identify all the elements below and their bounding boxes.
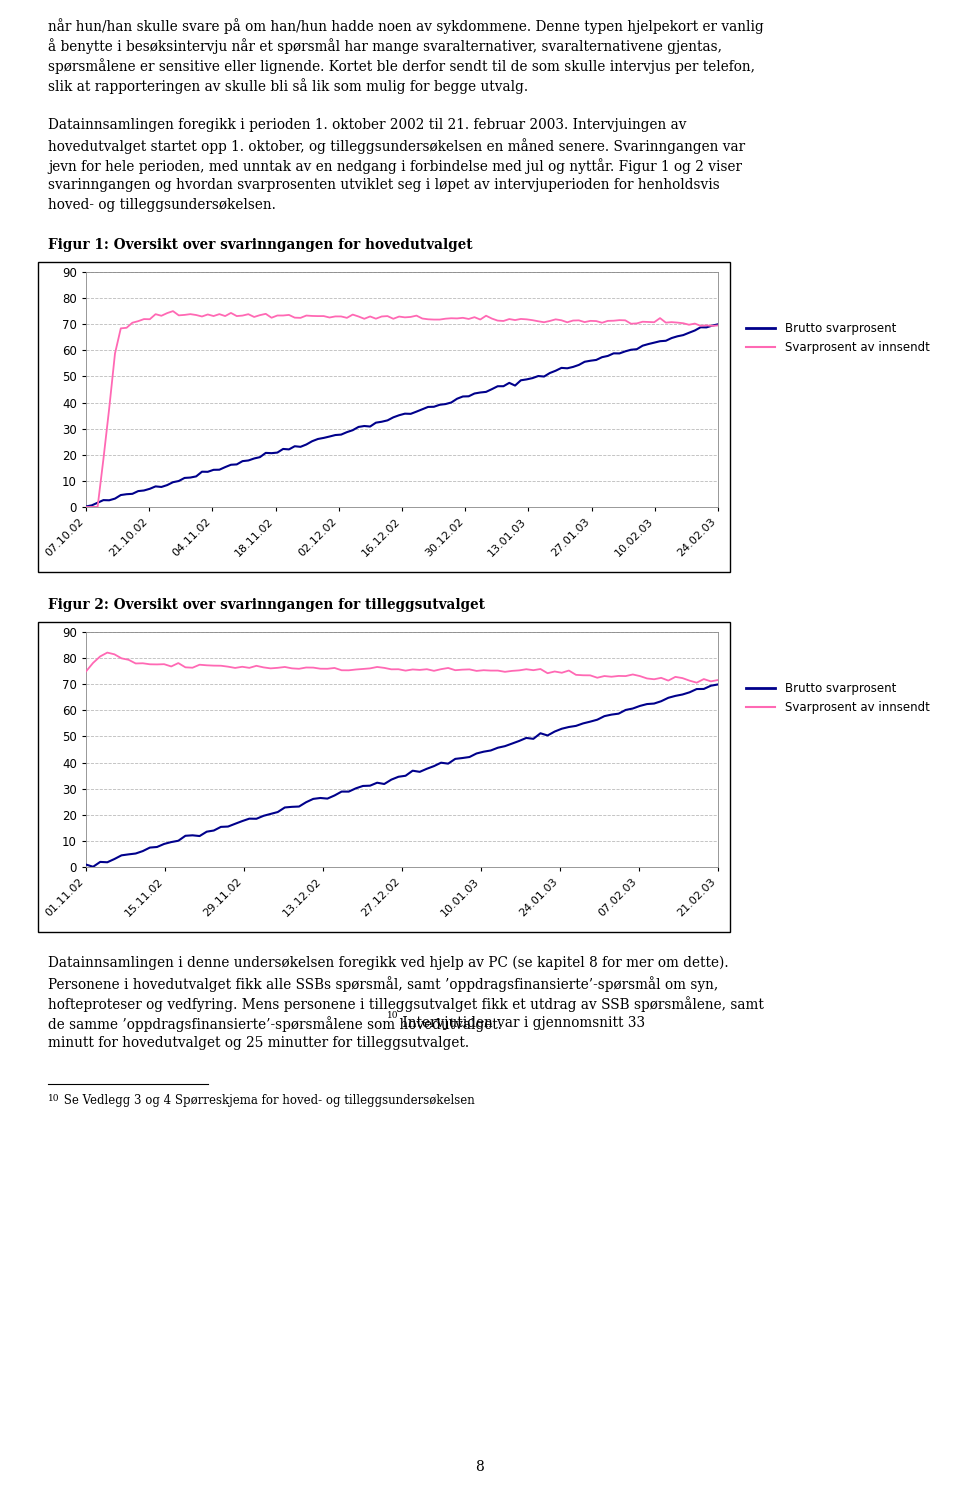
Text: Figur 1: Oversikt over svarinngangen for hovedutvalget: Figur 1: Oversikt over svarinngangen for… [48, 238, 472, 252]
Text: Personene i hovedutvalget fikk alle SSBs spørsmål, samt ’oppdragsfinansierte’-sp: Personene i hovedutvalget fikk alle SSBs… [48, 976, 718, 992]
Text: hovedutvalget startet opp 1. oktober, og tilleggsundersøkelsen en måned senere. : hovedutvalget startet opp 1. oktober, og… [48, 138, 745, 154]
Text: Se Vedlegg 3 og 4 Spørreskjema for hoved- og tilleggsundersøkelsen: Se Vedlegg 3 og 4 Spørreskjema for hoved… [60, 1094, 475, 1106]
Text: slik at rapporteringen av skulle bli så lik som mulig for begge utvalg.: slik at rapporteringen av skulle bli så … [48, 78, 528, 94]
Bar [38, 262, 730, 573]
Text: å benytte i besøksintervju når et spørsmål har mange svaralternativer, svaralter: å benytte i besøksintervju når et spørsm… [48, 37, 722, 54]
Bar [38, 622, 730, 932]
Text: når hun/han skulle svare på om han/hun hadde noen av sykdommene. Denne typen hje: når hun/han skulle svare på om han/hun h… [48, 18, 764, 34]
Text: minutt for hovedutvalget og 25 minutter for tilleggsutvalget.: minutt for hovedutvalget og 25 minutter … [48, 1036, 469, 1049]
Text: jevn for hele perioden, med unntak av en nedgang i forbindelse med jul og nyttår: jevn for hele perioden, med unntak av en… [48, 157, 742, 174]
Text: 8: 8 [475, 1460, 485, 1474]
Text: spørsmålene er sensitive eller lignende. Kortet ble derfor sendt til de som skul: spørsmålene er sensitive eller lignende.… [48, 58, 755, 73]
Text: hofteproteser og vedfyring. Mens personene i tilleggsutvalget fikk et utdrag av : hofteproteser og vedfyring. Mens persone… [48, 995, 764, 1012]
Text: hoved- og tilleggsundersøkelsen.: hoved- og tilleggsundersøkelsen. [48, 198, 276, 211]
Legend: Brutto svarprosent, Svarprosent av innsendt: Brutto svarprosent, Svarprosent av innse… [741, 678, 934, 720]
Text: de samme ’oppdragsfinansierte’-spørsmålene som hovedutvalget.: de samme ’oppdragsfinansierte’-spørsmåle… [48, 1016, 502, 1031]
Text: 10: 10 [48, 1094, 60, 1103]
Text: Datainnsamlingen foregikk i perioden 1. oktober 2002 til 21. februar 2003. Inter: Datainnsamlingen foregikk i perioden 1. … [48, 118, 686, 132]
Text: svarinngangen og hvordan svarprosenten utviklet seg i løpet av intervjuperioden : svarinngangen og hvordan svarprosenten u… [48, 178, 720, 192]
Text: 10: 10 [387, 1010, 398, 1019]
Legend: Brutto svarprosent, Svarprosent av innsendt: Brutto svarprosent, Svarprosent av innse… [741, 318, 934, 358]
Text: Figur 2: Oversikt over svarinngangen for tilleggsutvalget: Figur 2: Oversikt over svarinngangen for… [48, 598, 485, 612]
Text: Datainnsamlingen i denne undersøkelsen foregikk ved hjelp av PC (se kapitel 8 fo: Datainnsamlingen i denne undersøkelsen f… [48, 956, 729, 970]
Text: Intervjutiden var i gjennomsnitt 33: Intervjutiden var i gjennomsnitt 33 [397, 1016, 645, 1030]
